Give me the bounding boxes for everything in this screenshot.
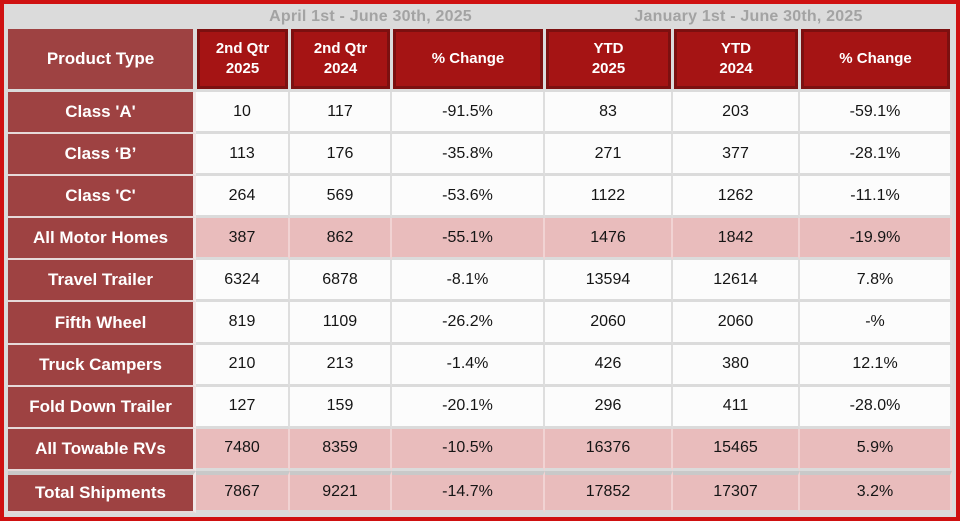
cell-q-change: -35.8% [392,134,545,177]
row-label: Class ‘B’ [8,134,196,177]
period-header-band: April 1st - June 30th, 2025 January 1st … [8,6,952,28]
data-table: Product Type 2nd Qtr 2025 2nd Qtr 2024 %… [8,28,952,513]
column-header-text: YTD [721,39,751,57]
column-header-q2-2025: 2nd Qtr 2025 [197,29,288,89]
cell-q2-2024: 9221 [290,470,392,513]
cell-ytd-change: 3.2% [800,470,952,513]
cell-q-change: -20.1% [392,386,545,429]
cell-ytd-change: 12.1% [800,344,952,387]
cell-ytd-2024: 380 [673,344,800,387]
cell-ytd-2025: 13594 [545,260,673,303]
row-label: Class 'A' [8,92,196,135]
cell-ytd-change: 5.9% [800,428,952,471]
cell-ytd-2025: 296 [545,386,673,429]
row-label: All Motor Homes [8,218,196,261]
cell-q2-2025: 819 [196,302,290,345]
cell-q2-2024: 213 [290,344,392,387]
cell-ytd-2024: 203 [673,92,800,135]
cell-ytd-2025: 17852 [545,470,673,513]
cell-ytd-change: -19.9% [800,218,952,261]
cell-q2-2024: 176 [290,134,392,177]
cell-ytd-2024: 1262 [673,176,800,219]
cell-ytd-change: -28.1% [800,134,952,177]
column-header-ytd-2024: YTD 2024 [674,29,798,89]
cell-ytd-2024: 15465 [673,428,800,471]
row-label: Total Shipments [8,470,196,513]
cell-ytd-change: -% [800,302,952,345]
cell-q-change: -53.6% [392,176,545,219]
column-header-text: 2nd Qtr [215,39,270,57]
column-header-text: 2025 [225,60,260,77]
cell-q2-2024: 1109 [290,302,392,345]
row-label: All Towable RVs [8,428,196,471]
cell-q2-2025: 7867 [196,470,290,513]
cell-ytd-2024: 377 [673,134,800,177]
cell-ytd-2025: 83 [545,92,673,135]
cell-ytd-2024: 411 [673,386,800,429]
cell-ytd-2025: 426 [545,344,673,387]
cell-q-change: -1.4% [392,344,545,387]
cell-q2-2024: 117 [290,92,392,135]
cell-q2-2025: 264 [196,176,290,219]
cell-q2-2025: 10 [196,92,290,135]
row-label: Fold Down Trailer [8,386,196,429]
row-label: Class 'C' [8,176,196,219]
cell-q2-2025: 210 [196,344,290,387]
row-label: Travel Trailer [8,260,196,303]
cell-ytd-2024: 1842 [673,218,800,261]
cell-q-change: -26.2% [392,302,545,345]
cell-ytd-2025: 1476 [545,218,673,261]
column-header-text: 2024 [719,60,753,77]
cell-q2-2025: 387 [196,218,290,261]
cell-q2-2024: 6878 [290,260,392,303]
column-header-ytd-2025: YTD 2025 [546,29,671,89]
period-label-ytd: January 1st - June 30th, 2025 [634,8,863,25]
cell-q-change: -91.5% [392,92,545,135]
cell-q2-2025: 113 [196,134,290,177]
cell-ytd-2024: 12614 [673,260,800,303]
cell-ytd-change: -11.1% [800,176,952,219]
cell-ytd-2025: 271 [545,134,673,177]
cell-q2-2024: 569 [290,176,392,219]
cell-q2-2025: 6324 [196,260,290,303]
cell-q2-2024: 159 [290,386,392,429]
column-header-text: 2025 [591,60,626,77]
cell-ytd-2025: 1122 [545,176,673,219]
cell-q2-2024: 862 [290,218,392,261]
cell-q2-2025: 127 [196,386,290,429]
cell-ytd-2024: 2060 [673,302,800,345]
cell-q2-2025: 7480 [196,428,290,471]
cell-q-change: -8.1% [392,260,545,303]
cell-ytd-change: -59.1% [800,92,952,135]
column-header-text: 2024 [323,60,358,77]
row-label: Fifth Wheel [8,302,196,345]
column-header-q2-2024: 2nd Qtr 2024 [291,29,390,89]
cell-q-change: -14.7% [392,470,545,513]
row-label: Truck Campers [8,344,196,387]
column-header-q-change: % Change [393,29,543,89]
cell-q2-2024: 8359 [290,428,392,471]
column-header-text: 2nd Qtr [313,39,368,57]
cell-ytd-change: -28.0% [800,386,952,429]
period-label-q2: April 1st - June 30th, 2025 [269,8,472,25]
column-header-text: % Change [839,49,912,67]
column-header-text: Product Type [46,49,155,68]
cell-ytd-2024: 17307 [673,470,800,513]
cell-ytd-2025: 2060 [545,302,673,345]
column-header-product-type: Product Type [8,29,193,89]
cell-ytd-2025: 16376 [545,428,673,471]
cell-q-change: -55.1% [392,218,545,261]
cell-q-change: -10.5% [392,428,545,471]
column-header-text: YTD [593,39,624,57]
column-header-text: % Change [431,49,505,67]
column-header-ytd-change: % Change [801,29,950,89]
cell-ytd-change: 7.8% [800,260,952,303]
